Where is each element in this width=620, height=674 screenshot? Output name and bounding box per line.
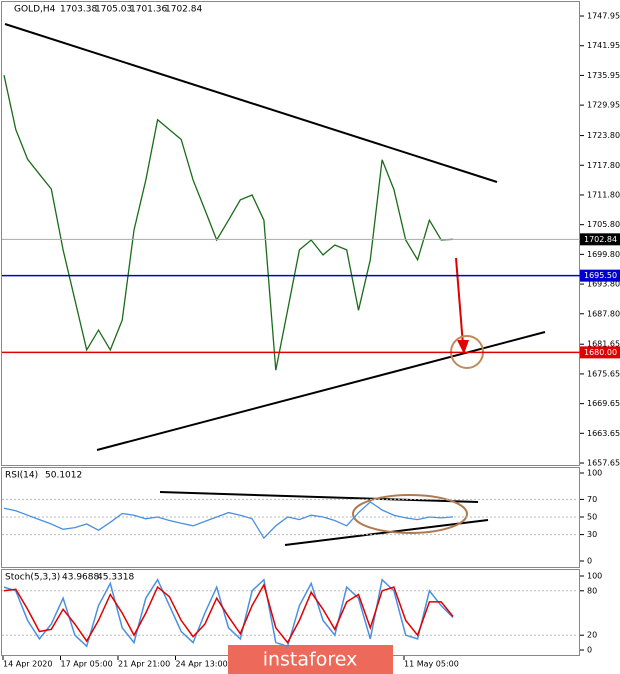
- y-tick-label: 70: [587, 495, 597, 504]
- y-tick-label: 0: [587, 646, 592, 655]
- y-tick-label: 1729.95: [587, 101, 620, 110]
- level-label: 1680.00: [584, 348, 617, 357]
- y-tick-label: 1735.95: [587, 71, 620, 80]
- y-tick-label: 1711.80: [587, 190, 620, 199]
- ohlc-close: 1702.84: [165, 5, 202, 15]
- stoch-signal-value: 45.3318: [97, 573, 134, 583]
- y-tick-label: 1717.80: [587, 161, 620, 170]
- y-tick-label: 1693.80: [587, 280, 620, 289]
- series-line: [3, 75, 454, 371]
- arrow: [455, 257, 464, 346]
- y-tick-label: 50: [587, 513, 597, 522]
- rsi-panel: [1, 467, 580, 568]
- y-tick-label: 1705.80: [587, 220, 620, 229]
- ohlc-open: 1703.38: [60, 5, 97, 15]
- y-tick-label: 1663.65: [587, 429, 620, 438]
- y-tick-label: 1741.95: [587, 41, 620, 50]
- price-tag: [580, 233, 620, 246]
- arrow-head: [457, 340, 469, 354]
- level-tag: [580, 269, 620, 282]
- y-tick-label: 0: [587, 557, 592, 566]
- x-tick-label: 14 Apr 2020: [3, 660, 52, 669]
- series-line: [3, 578, 454, 648]
- x-tick-label: 24 Apr 13:00: [176, 660, 228, 669]
- chart-title: GOLD,H4: [14, 5, 56, 15]
- level-tag: [580, 346, 620, 359]
- trend-line: [284, 519, 489, 546]
- y-tick-label: 1681.65: [587, 340, 620, 349]
- y-tick-label: 80: [587, 586, 597, 595]
- watermark-box: [228, 645, 393, 674]
- x-tick-label: 11 May 05:00: [404, 660, 459, 669]
- trend-line: [4, 23, 498, 183]
- rsi-title: RSI(14): [5, 471, 38, 481]
- stoch-title: Stoch(5,3,3): [5, 573, 60, 583]
- y-tick-label: 100: [587, 572, 602, 581]
- y-tick-label: 100: [587, 469, 602, 478]
- y-tick-label: 20: [587, 631, 597, 640]
- rsi-value: 50.1012: [45, 471, 82, 481]
- y-tick-label: 1687.80: [587, 309, 620, 318]
- y-tick-label: 1669.65: [587, 399, 620, 408]
- y-tick-label: 1747.95: [587, 12, 620, 21]
- y-tick-label: 30: [587, 530, 597, 539]
- y-tick-label: 1723.80: [587, 131, 620, 140]
- ohlc-low: 1701.36: [130, 5, 167, 15]
- price-label: 1702.84: [584, 235, 617, 244]
- level-label: 1695.50: [584, 271, 617, 280]
- x-tick-label: 21 Apr 21:00: [118, 660, 170, 669]
- ellipse: [352, 494, 468, 534]
- y-tick-label: 1657.65: [587, 459, 620, 468]
- ohlc-high: 1705.03: [95, 5, 132, 15]
- y-tick-label: 1699.80: [587, 250, 620, 259]
- series-line: [3, 582, 454, 644]
- trend-line: [159, 491, 479, 503]
- main-panel: [1, 1, 580, 466]
- y-tick-label: 1675.65: [587, 369, 620, 378]
- x-tick-label: 17 Apr 05:00: [61, 660, 113, 669]
- stoch-main-value: 43.9688: [62, 573, 99, 583]
- series-line: [3, 501, 454, 540]
- watermark: instaforex: [263, 649, 358, 671]
